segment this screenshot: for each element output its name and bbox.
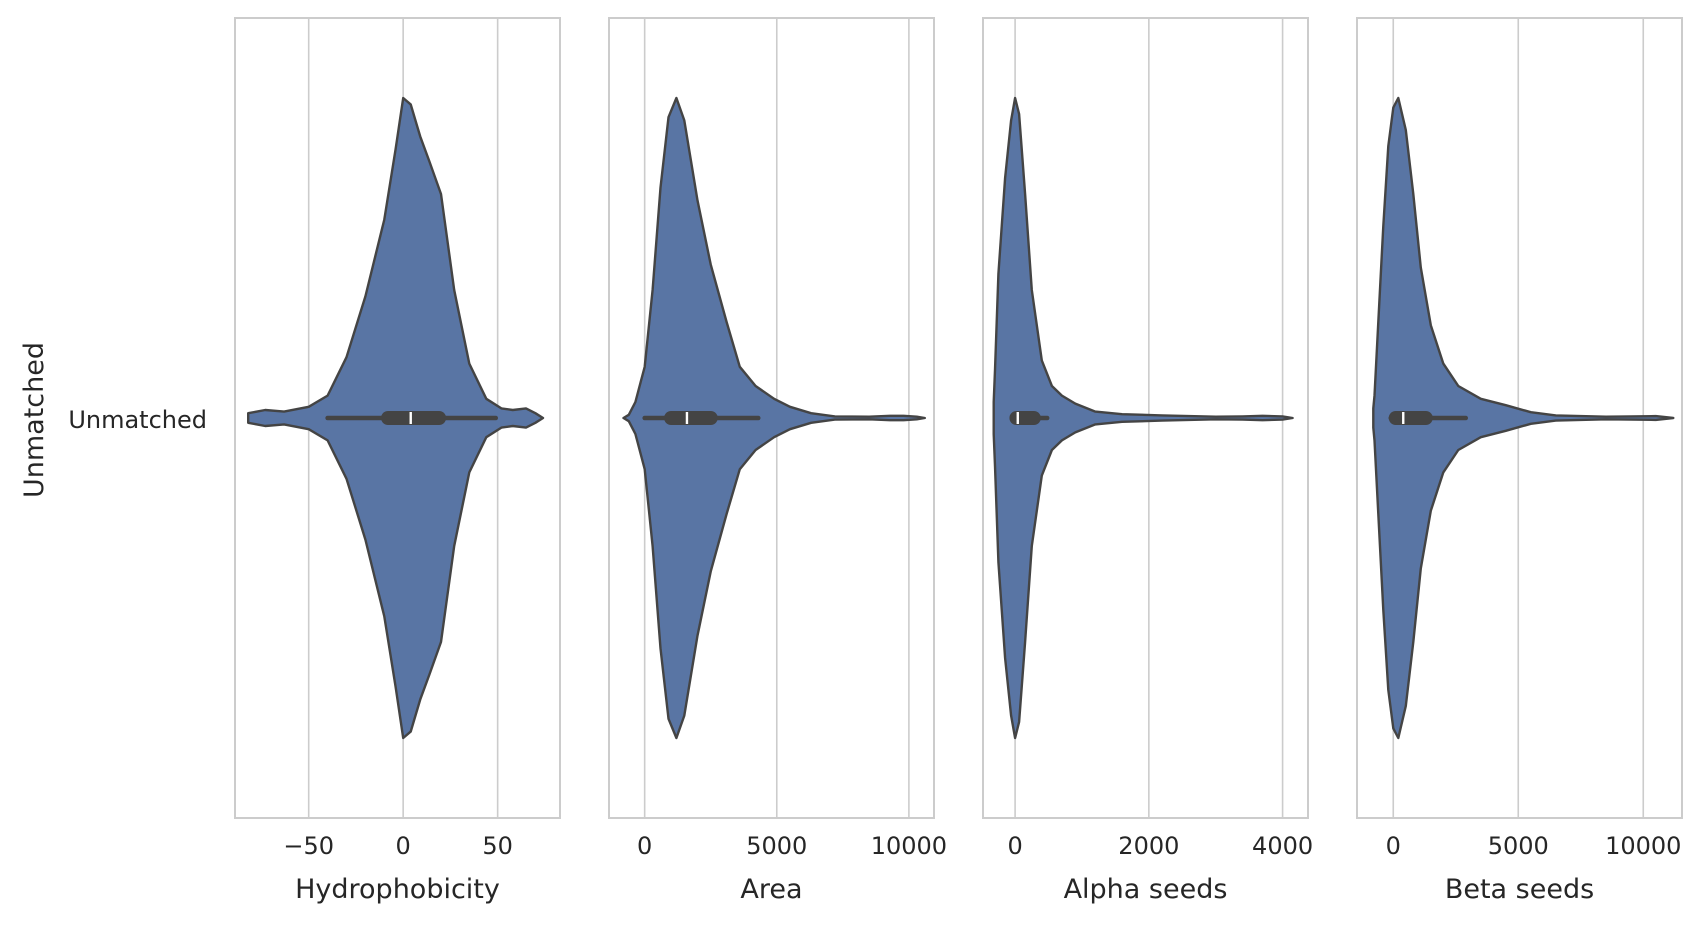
y-tick-label: Unmatched	[68, 406, 207, 434]
x-tick-label: 0	[637, 832, 652, 860]
panel-frame	[1356, 17, 1683, 819]
x-axis-label: Hydrophobicity	[295, 874, 500, 905]
x-axis-label: Beta seeds	[1445, 874, 1594, 905]
x-axis-label: Alpha seeds	[1064, 874, 1228, 905]
violin-body	[992, 96, 1294, 740]
x-axis-label: Area	[740, 874, 802, 905]
violin-body	[622, 96, 926, 740]
y-axis-label: Unmatched	[19, 342, 50, 498]
x-tick-label: 50	[482, 832, 513, 860]
panel-3: 0 2000 4000 Alpha seeds	[982, 17, 1313, 905]
violin-body	[1372, 96, 1675, 740]
x-tick-label: 0	[1386, 832, 1401, 860]
x-tick-label: 10000	[871, 832, 947, 860]
panel-frame	[234, 17, 561, 819]
panels: −50 0 50 Hydrophobicity 0 5000 10000 Area 0 2000 4…	[234, 17, 1683, 905]
x-tick-label: 2000	[1118, 832, 1179, 860]
x-tick-label: 4000	[1252, 832, 1313, 860]
x-tick-label: −50	[283, 832, 334, 860]
panel-frame	[982, 17, 1309, 819]
panel-4: 0 5000 10000 Beta seeds	[1356, 17, 1683, 905]
panel-frame	[608, 17, 935, 819]
panel-2: 0 5000 10000 Area	[608, 17, 947, 905]
x-tick-label: 0	[396, 832, 411, 860]
x-tick-label: 0	[1007, 832, 1022, 860]
x-tick-label: 10000	[1605, 832, 1681, 860]
x-tick-label: 5000	[746, 832, 807, 860]
x-tick-label: 5000	[1488, 832, 1549, 860]
panel-1: −50 0 50 Hydrophobicity	[234, 17, 561, 905]
